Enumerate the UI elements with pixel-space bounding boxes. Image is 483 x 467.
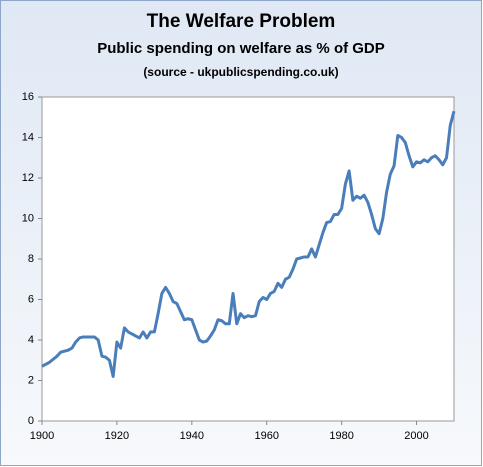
- chart-subtitle: Public spending on welfare as % of GDP: [97, 40, 385, 57]
- x-tick-label: 1940: [180, 430, 204, 442]
- plot-area: [41, 96, 455, 422]
- x-tick-label: 1900: [30, 430, 54, 442]
- y-tick-label: 2: [28, 374, 34, 386]
- chart-title: The Welfare Problem: [147, 11, 336, 32]
- x-tick-label: 1980: [329, 430, 353, 442]
- y-tick-label: 14: [22, 131, 34, 143]
- y-tick-label: 0: [28, 415, 34, 427]
- y-tick-label: 16: [22, 91, 34, 103]
- x-tick-label: 2000: [404, 430, 428, 442]
- y-tick-label: 12: [22, 172, 34, 184]
- x-tick-label: 1960: [254, 430, 278, 442]
- y-tick-label: 4: [28, 334, 34, 346]
- y-tick-label: 6: [28, 293, 34, 305]
- y-tick-label: 10: [22, 212, 34, 224]
- x-tick-label: 1920: [105, 430, 129, 442]
- y-tick-label: 8: [28, 253, 34, 265]
- data-line: [41, 110, 456, 378]
- source-note: (source - ukpublicspending.co.uk): [143, 65, 338, 79]
